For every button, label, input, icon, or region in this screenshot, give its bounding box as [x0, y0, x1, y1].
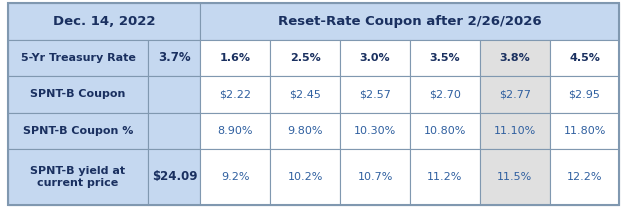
Text: SPNT-B Coupon %: SPNT-B Coupon % [23, 126, 133, 136]
Text: 11.2%: 11.2% [427, 172, 463, 182]
Bar [550, 40, 619, 76]
Text: 4.5%: 4.5% [569, 53, 600, 63]
Text: 3.7%: 3.7% [158, 51, 191, 64]
Text: 1.6%: 1.6% [220, 53, 251, 63]
Text: 10.2%: 10.2% [288, 172, 323, 182]
Text: 12.2%: 12.2% [567, 172, 603, 182]
Bar [340, 76, 410, 113]
Text: 3.0%: 3.0% [360, 53, 391, 63]
Bar [340, 40, 410, 76]
Text: $2.22: $2.22 [219, 89, 251, 99]
Text: 10.7%: 10.7% [357, 172, 393, 182]
Bar [149, 76, 201, 113]
Text: $2.57: $2.57 [359, 89, 391, 99]
Text: $2.70: $2.70 [429, 89, 461, 99]
Bar [149, 40, 201, 76]
Text: 9.2%: 9.2% [221, 172, 250, 182]
Text: SPNT-B Coupon: SPNT-B Coupon [30, 89, 125, 99]
Text: 11.10%: 11.10% [493, 126, 536, 136]
Text: $2.95: $2.95 [569, 89, 601, 99]
Bar [8, 3, 201, 40]
Text: $24.09: $24.09 [152, 171, 198, 183]
Bar [8, 113, 149, 149]
Text: 11.5%: 11.5% [497, 172, 532, 182]
Bar [480, 40, 550, 76]
Bar [340, 113, 410, 149]
Bar [480, 76, 550, 113]
Text: 2.5%: 2.5% [290, 53, 320, 63]
Bar [8, 40, 149, 76]
Text: 10.30%: 10.30% [354, 126, 396, 136]
Text: $2.77: $2.77 [498, 89, 530, 99]
Bar [8, 76, 149, 113]
Text: Reset-Rate Coupon after 2/26/2026: Reset-Rate Coupon after 2/26/2026 [278, 15, 542, 28]
Bar [201, 3, 619, 40]
Bar [201, 113, 270, 149]
Text: 3.8%: 3.8% [499, 53, 530, 63]
Bar [480, 149, 550, 205]
Text: Dec. 14, 2022: Dec. 14, 2022 [53, 15, 155, 28]
Text: 8.90%: 8.90% [218, 126, 253, 136]
Bar [550, 76, 619, 113]
Text: 10.80%: 10.80% [424, 126, 466, 136]
Bar [410, 40, 480, 76]
Bar [410, 113, 480, 149]
Text: 11.80%: 11.80% [564, 126, 606, 136]
Bar [8, 149, 149, 205]
Bar [270, 113, 340, 149]
Bar [550, 149, 619, 205]
Text: 5-Yr Treasury Rate: 5-Yr Treasury Rate [21, 53, 135, 63]
Text: 9.80%: 9.80% [288, 126, 323, 136]
Bar [201, 76, 270, 113]
Bar [270, 149, 340, 205]
Bar [270, 40, 340, 76]
Bar [480, 113, 550, 149]
Bar [149, 113, 201, 149]
Bar [270, 76, 340, 113]
Bar [201, 40, 270, 76]
Bar [149, 149, 201, 205]
Text: SPNT-B yield at
current price: SPNT-B yield at current price [30, 166, 125, 188]
Bar [550, 113, 619, 149]
Bar [410, 149, 480, 205]
Text: $2.45: $2.45 [289, 89, 321, 99]
Bar [340, 149, 410, 205]
Bar [201, 149, 270, 205]
Text: 3.5%: 3.5% [429, 53, 460, 63]
Bar [410, 76, 480, 113]
